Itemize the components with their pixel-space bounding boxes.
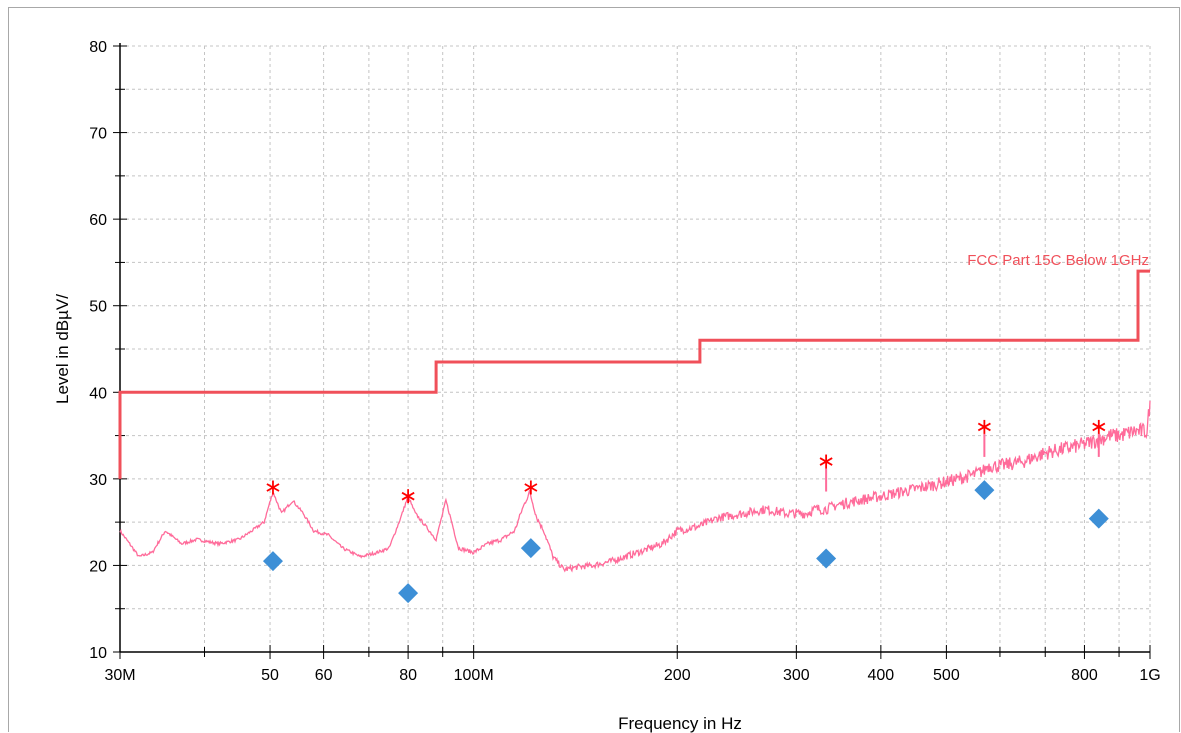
final-measurement-marker — [816, 548, 837, 569]
x-tick-label: 30M — [104, 667, 135, 684]
y-tick-label: 40 — [89, 385, 107, 402]
series — [118, 269, 1151, 573]
x-tick-label: 800 — [1071, 667, 1098, 684]
y-tick-label: 10 — [89, 645, 107, 662]
x-tick-label: 50 — [261, 667, 279, 684]
limit-line — [118, 269, 1150, 479]
y-tick-label: 30 — [89, 472, 107, 489]
final-measurement-marker — [520, 538, 541, 559]
chart-frame — [8, 7, 1180, 732]
measurement-trace — [119, 400, 1151, 573]
x-tick-label: 100M — [454, 667, 494, 684]
x-tick-label: 400 — [868, 667, 895, 684]
peak-marker — [819, 454, 833, 469]
peak-marker — [1092, 419, 1106, 434]
peak-marker — [401, 489, 415, 504]
final-measurement-marker — [398, 583, 419, 604]
markers — [262, 419, 1109, 604]
y-axis-label: Level in dBµV/ — [53, 294, 72, 404]
peak-marker — [977, 419, 991, 434]
x-tick-label: 60 — [315, 667, 333, 684]
x-tick-label: 1G — [1139, 667, 1160, 684]
y-tick-label: 80 — [89, 39, 107, 56]
y-tick-label: 50 — [89, 299, 107, 316]
x-tick-label: 300 — [783, 667, 810, 684]
y-tick-label: 60 — [89, 212, 107, 229]
grid — [120, 45, 1151, 652]
final-measurement-marker — [974, 480, 995, 501]
x-tick-label: 500 — [933, 667, 960, 684]
tick-labels: 30M 50 60 80 100M 200 300 400 500 800 1G 10 20 30 40 50… — [89, 39, 1160, 684]
limit-line-label: FCC Part 15C Below 1GHz — [967, 252, 1149, 269]
x-axis-label: Frequency in Hz — [618, 714, 742, 733]
final-measurement-marker — [1088, 508, 1109, 529]
final-measurement-marker — [262, 551, 283, 572]
y-tick-label: 70 — [89, 126, 107, 143]
peak-marker — [266, 480, 280, 495]
peak-marker — [524, 480, 538, 495]
y-tick-label: 20 — [89, 558, 107, 575]
x-tick-label: 200 — [664, 667, 691, 684]
x-tick-label: 80 — [399, 667, 417, 684]
